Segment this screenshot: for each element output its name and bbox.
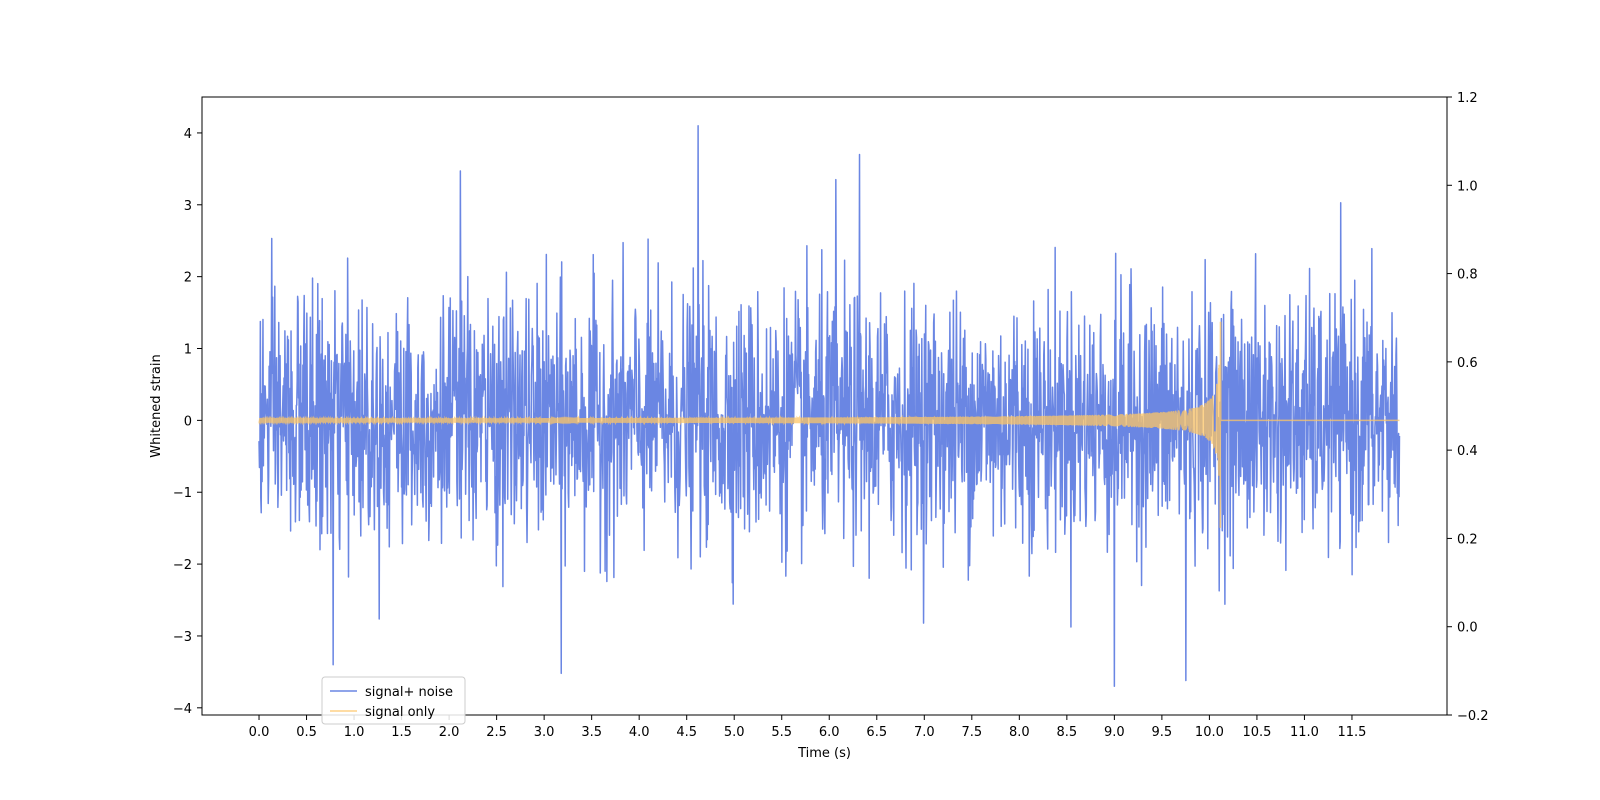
axes-frame (201, 96, 1448, 716)
x-axis-label: Time (s) (797, 746, 851, 761)
x-tick-label: 9.0 (1104, 725, 1125, 740)
x-tick-label: 6.0 (819, 725, 840, 740)
y-tick-label: 1 (184, 343, 192, 358)
y-right-tick-label: 0.0 (1457, 621, 1478, 636)
y-tick-label: −1 (173, 486, 192, 501)
y-axis-right: −0.2 0.0 0.2 0.4 0.6 0.8 1.0 1.2 (1447, 91, 1489, 724)
series-signal-only (258, 321, 1400, 528)
y-axis-label: Whitened strain (149, 354, 164, 457)
x-tick-label: 7.0 (914, 725, 935, 740)
series-signal-plus-noise (258, 124, 1401, 688)
x-tick-label: 5.5 (771, 725, 792, 740)
legend-label: signal+ noise (365, 685, 453, 700)
x-tick-label: 2.0 (439, 725, 460, 740)
y-tick-label: −2 (173, 558, 192, 573)
legend-box (321, 676, 466, 725)
y-tick-label: −4 (173, 702, 192, 717)
x-tick-label: 1.0 (344, 725, 365, 740)
y-right-tick-label: 0.8 (1457, 268, 1478, 283)
x-tick-label: 3.5 (581, 725, 602, 740)
x-tick-label: 11.0 (1290, 725, 1319, 740)
x-tick-label: 2.5 (486, 725, 507, 740)
x-tick-label: 6.5 (866, 725, 887, 740)
x-axis: 0.0 0.5 1.0 1.5 2.0 2.5 3.0 3.5 4.0 4.5 5.0 5.5 6.0 6… (249, 715, 1366, 740)
x-tick-label: 4.0 (629, 725, 650, 740)
x-tick-label: 8.0 (1009, 725, 1030, 740)
signal-only-line (258, 321, 1400, 528)
y-right-tick-label: 0.2 (1457, 532, 1478, 547)
y-tick-label: −3 (173, 630, 192, 645)
y-tick-label: 4 (184, 127, 192, 142)
legend-label: signal only (365, 705, 435, 720)
x-tick-label: 0.5 (296, 725, 317, 740)
y-right-tick-label: 0.6 (1457, 356, 1478, 371)
x-tick-label: 9.5 (1152, 725, 1173, 740)
y-tick-label: 0 (184, 414, 192, 429)
x-tick-label: 11.5 (1337, 725, 1366, 740)
x-tick-label: 7.5 (961, 725, 982, 740)
y-tick-label: 2 (184, 271, 192, 286)
signal-plus-noise-line (258, 124, 1401, 688)
x-tick-label: 4.5 (676, 725, 697, 740)
x-tick-label: 8.5 (1057, 725, 1078, 740)
x-tick-label: 10.0 (1195, 725, 1224, 740)
x-tick-label: 0.0 (249, 725, 270, 740)
x-tick-label: 3.0 (534, 725, 555, 740)
y-tick-label: 3 (184, 199, 192, 214)
y-right-tick-label: 0.4 (1457, 444, 1478, 459)
legend: signal+ noise signal only (321, 676, 466, 725)
y-right-tick-label: −0.2 (1457, 709, 1489, 724)
x-tick-label: 5.0 (724, 725, 745, 740)
y-right-tick-label: 1.2 (1457, 91, 1478, 106)
x-tick-label: 1.5 (391, 725, 412, 740)
x-tick-label: 10.5 (1242, 725, 1271, 740)
y-right-tick-label: 1.0 (1457, 179, 1478, 194)
y-axis-left: −4 −3 −2 −1 0 1 2 3 4 (173, 127, 202, 717)
